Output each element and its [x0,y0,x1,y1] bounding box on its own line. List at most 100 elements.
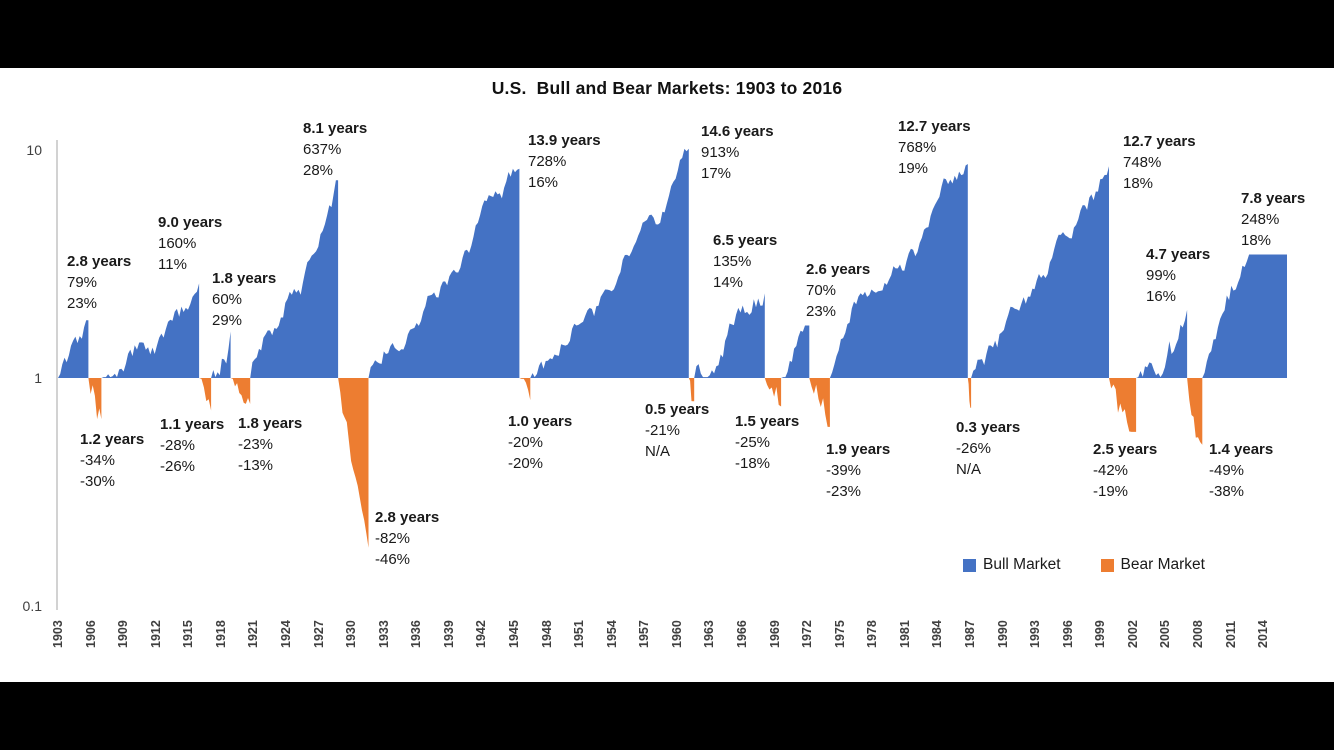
duration-label: 1.5 years [735,413,800,430]
legend-label: Bear Market [1120,556,1205,573]
bear-segment [764,378,782,407]
x-axis-tick: 1996 [1060,620,1075,648]
x-axis-tick: 1969 [767,620,782,648]
annualized-return-label: 23% [806,303,837,320]
x-axis-tick: 1981 [897,620,912,648]
bull-segment [530,148,689,378]
duration-label: 1.1 years [160,416,225,433]
x-axis-tick: 1909 [116,620,131,648]
annualized-return-label: 18% [1241,232,1272,249]
duration-label: 13.9 years [528,132,601,149]
total-return-label: -39% [826,462,862,479]
x-axis-tick: 1984 [930,620,945,648]
x-axis-tick: 1939 [441,620,456,648]
x-axis-tick: 1990 [995,620,1010,648]
bear-annotation: 1.5 years -25% -18% [735,411,799,474]
legend-label: Bull Market [983,556,1061,573]
annualized-return-label: 11% [158,256,187,273]
bull-segment [58,320,89,378]
bull-segment [101,283,200,378]
total-return-label: 135% [713,253,752,270]
duration-label: 7.8 years [1241,190,1306,207]
annualized-return-label: -19% [1093,483,1129,500]
bull-annotation: 6.5 years 135% 14% [713,230,777,293]
duration-label: 2.8 years [375,509,440,526]
bull-segment [1136,309,1188,378]
x-axis-tick: 2005 [1158,620,1173,648]
x-axis-tick: 1924 [278,620,293,648]
x-axis-tick: 1927 [311,620,326,648]
bear-annotation: 0.3 years -26% N/A [956,417,1020,480]
bear-segment [1109,378,1137,432]
total-return-label: -21% [645,422,681,439]
annualized-return-label: 29% [212,312,243,329]
bear-annotation: 2.5 years -42% -19% [1093,439,1157,502]
duration-label: 8.1 years [303,120,368,137]
x-axis-tick: 1912 [148,620,163,648]
total-return-label: 748% [1123,154,1162,171]
x-axis-tick: 2002 [1125,620,1140,648]
y-axis-tick: 0.1 [22,598,42,614]
duration-label: 12.7 years [1123,133,1196,150]
bull-segment [211,331,231,378]
x-axis-tick: 1936 [409,620,424,648]
x-axis-tick: 1918 [213,620,228,648]
duration-label: 1.8 years [238,415,303,432]
annualized-return-label: -38% [1209,483,1245,500]
x-axis-tick: 2014 [1256,620,1271,648]
total-return-label: -25% [735,434,771,451]
x-axis-tick: 1960 [669,620,684,648]
x-axis-tick: 1930 [344,620,359,648]
bull-annotation: 4.7 years 99% 16% [1146,244,1210,307]
x-axis-tick: 2008 [1190,620,1205,648]
duration-label: 4.7 years [1146,246,1211,263]
bear-annotation: 1.9 years -39% -23% [826,439,890,502]
bull-segment [694,293,765,378]
y-axis-tick: 10 [26,142,42,158]
bull-segment [250,180,339,378]
x-axis-tick: 1945 [506,620,521,648]
annualized-return-label: 16% [528,174,559,191]
total-return-label: -42% [1093,462,1129,479]
annualized-return-label: 17% [701,165,732,182]
bull-annotation: 2.8 years 79% 23% [67,251,131,314]
bull-segment [368,168,520,378]
x-axis-tick: 1951 [572,620,587,648]
duration-label: 1.8 years [212,270,277,287]
x-axis-tick: 1972 [800,620,815,648]
duration-label: 1.2 years [80,431,145,448]
bear-segment [967,378,972,408]
total-return-label: 79% [67,274,98,291]
duration-label: 1.4 years [1209,441,1274,458]
bull-segment [781,325,810,378]
letterbox-top [0,0,1334,68]
annualized-return-label: 16% [1146,288,1177,305]
annualized-return-label: 18% [1123,175,1154,192]
bear-segment [230,378,251,404]
x-axis-tick: 1987 [962,620,977,648]
bull-segment [971,166,1109,378]
x-axis-tick: 1993 [1028,620,1043,648]
total-return-label: -28% [160,437,196,454]
total-return-label: -23% [238,436,274,453]
annualized-return-label: -30% [80,473,116,490]
annualized-return-label: 14% [713,274,744,291]
annualized-return-label: -18% [735,455,771,472]
total-return-label: 637% [303,141,342,158]
bear-segment [519,378,531,401]
legend-item-bear: Bear Market [1100,556,1205,574]
chart-title: U.S. Bull and Bear Markets: 1903 to 2016 [491,78,843,98]
bear-annotation: 1.1 years -28% -26% [160,414,224,477]
annualized-return-label: 23% [67,295,98,312]
x-axis-tick: 1963 [702,620,717,648]
annualized-return-label: N/A [956,461,982,478]
duration-label: 14.6 years [701,123,774,140]
total-return-label: 768% [898,139,937,156]
x-axis-tick: 1915 [181,620,196,648]
annualized-return-label: 28% [303,162,334,179]
total-return-label: 913% [701,144,740,161]
total-return-label: 728% [528,153,567,170]
duration-label: 12.7 years [898,118,971,135]
total-return-label: -49% [1209,462,1245,479]
bear-segment [199,378,212,411]
